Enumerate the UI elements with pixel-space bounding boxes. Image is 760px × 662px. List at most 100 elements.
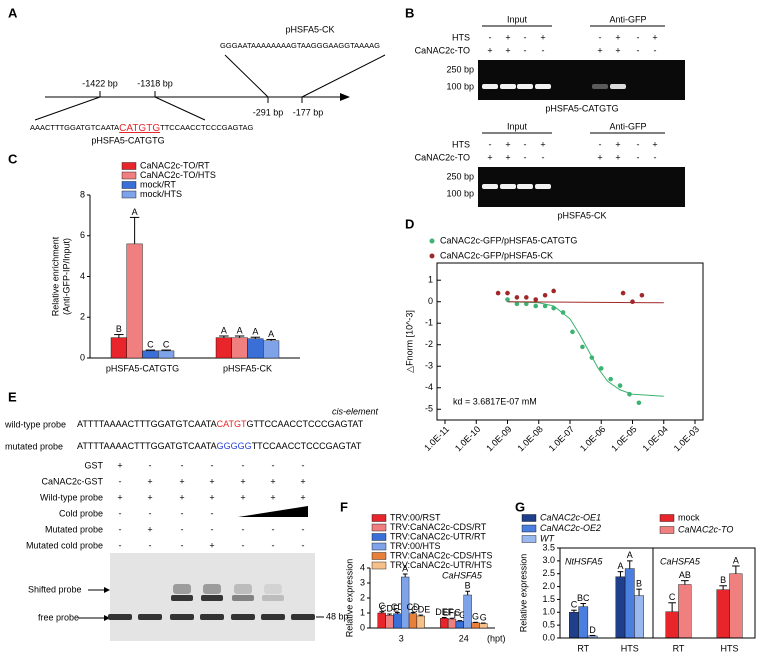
legend-swatch <box>521 524 537 533</box>
sign: + <box>487 152 492 162</box>
legend-swatch <box>521 514 537 522</box>
bar <box>385 615 394 629</box>
annotation: kd = 3.6817E-07 mM <box>453 396 537 406</box>
error-bar <box>234 335 245 338</box>
letter-label: B <box>116 324 122 334</box>
panel-label: E <box>8 389 17 404</box>
sign: - <box>599 139 602 149</box>
error-bar <box>681 580 689 585</box>
ck-label: pHSFA5-CK <box>285 24 334 34</box>
y-tick-label: -3 <box>425 361 433 371</box>
point <box>524 295 529 300</box>
bar <box>479 623 488 629</box>
shifted-band <box>201 595 223 601</box>
bar <box>471 622 480 629</box>
panel-label: D <box>405 216 414 231</box>
sign: + <box>615 45 620 55</box>
legend-swatch <box>371 552 387 560</box>
legend-swatch <box>371 523 387 532</box>
panel-label: G <box>515 499 525 514</box>
point <box>551 305 556 311</box>
point <box>598 366 604 371</box>
legend-marker <box>429 253 435 259</box>
row-label: Mutated probe <box>45 524 103 534</box>
error-bar <box>719 585 727 590</box>
sign: - <box>489 139 492 149</box>
x-tick-label: 1.0E-09 <box>484 424 513 453</box>
panel-label: B <box>405 5 414 20</box>
letter-label: A <box>237 325 243 335</box>
panel-label: A <box>8 5 18 20</box>
x-tick-label: 1.0E-04 <box>640 424 669 453</box>
x-tick-label: HTS <box>721 643 739 653</box>
sign: - <box>149 540 152 550</box>
sign: + <box>505 139 510 149</box>
seq-part: TTCCAACCTCCCGAGTAT <box>252 441 362 451</box>
letter-label: C <box>571 600 578 610</box>
shifted-smear <box>203 584 221 594</box>
legend-label: CaNAC2c-OE2 <box>540 523 601 533</box>
letter-label: EFG <box>443 608 462 618</box>
row-label: CaNAC2c-TO <box>415 152 470 162</box>
marker-label: 100 bp <box>446 81 474 91</box>
x-tick-label: 1.0E-07 <box>547 424 576 453</box>
size-label: 48 bp <box>326 611 349 621</box>
catgtg-label: pHSFA5-CATGTG <box>91 135 164 145</box>
error-bar <box>250 336 261 339</box>
letter-label: CDE <box>380 603 399 613</box>
legend-label: mock/HTS <box>140 189 182 199</box>
sign: + <box>147 476 152 486</box>
sign: + <box>615 139 620 149</box>
legend-label: CaNAC2c-OE1 <box>540 512 601 522</box>
row-label: Wild-type probe <box>40 492 103 502</box>
band <box>535 84 551 89</box>
marker-label: 250 bp <box>446 171 474 181</box>
sign: + <box>147 492 152 502</box>
error-bar <box>145 349 156 351</box>
point <box>636 400 642 406</box>
error-bar <box>617 571 624 577</box>
point <box>514 301 520 307</box>
legend-swatch <box>521 535 537 543</box>
free-band <box>200 614 224 620</box>
row-label: GST <box>84 460 103 470</box>
point <box>505 297 510 302</box>
y-tick-label: 0 <box>428 296 433 306</box>
letter-label: G <box>480 612 487 622</box>
point <box>589 355 595 360</box>
sign: + <box>597 152 602 162</box>
sign: - <box>119 540 122 550</box>
error-bar <box>626 560 633 569</box>
gel <box>478 60 685 100</box>
x-tick-label: 3 <box>399 633 404 643</box>
bar <box>447 618 457 629</box>
free-band <box>261 614 285 620</box>
point <box>551 288 556 294</box>
panel-label: C <box>8 151 18 166</box>
position-label: -1422 bp <box>82 78 118 88</box>
y-tick-label: 2.5 <box>542 568 555 578</box>
letter-label: CDE <box>411 604 430 614</box>
arrowhead <box>104 615 110 621</box>
sign: - <box>302 524 305 534</box>
letter-label: FG <box>454 610 467 620</box>
chart-title: CaHSFA5 <box>660 556 701 566</box>
gel-label: free probe <box>38 612 79 622</box>
error-bar <box>402 573 408 577</box>
sign: - <box>272 540 275 550</box>
bar <box>142 350 159 359</box>
error-bar <box>379 611 385 613</box>
legend-swatch <box>659 526 675 534</box>
error-bar <box>266 338 276 341</box>
x-tick-label: 1.0E-10 <box>453 424 482 453</box>
bar <box>377 612 386 629</box>
bar <box>455 621 464 629</box>
bar <box>110 337 127 359</box>
gel-caption: pHSFA5-CATGTG <box>545 103 618 113</box>
position-label: -177 bp <box>293 107 324 117</box>
y-axis-label: Relative expression <box>518 554 528 633</box>
legend-label: CaNAC2c-GFP/pHSFA5-CATGTG <box>440 235 577 245</box>
letter-label: BC <box>577 593 590 603</box>
arrowhead <box>340 93 350 101</box>
